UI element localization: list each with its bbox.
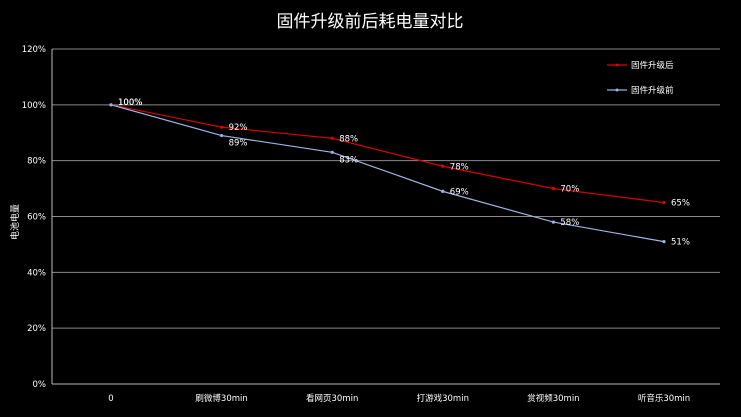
data-label: 65% [671, 199, 690, 209]
y-tick-label: 20% [27, 324, 46, 334]
x-tick-label: 赏视频30min [527, 393, 579, 404]
series-lines [109, 103, 666, 244]
y-axis-label: 电池电量 [9, 204, 21, 240]
data-labels: 100%92%88%78%70%65%100%89%83%69%58%51% [118, 98, 690, 248]
y-axis-ticks: 0% 20% 40% 60% 80% 100% 120% [22, 45, 46, 390]
data-label: 78% [450, 162, 469, 172]
y-tick-label: 100% [22, 101, 46, 111]
y-tick-label: 0% [33, 380, 47, 390]
data-label: 100% [118, 98, 142, 108]
y-tick-label: 80% [27, 157, 46, 167]
data-label: 92% [229, 123, 248, 133]
data-point [662, 200, 666, 205]
x-tick-label: 看网页30min [306, 393, 358, 404]
data-label: 58% [560, 218, 579, 228]
data-label: 51% [671, 238, 690, 248]
x-tick-label: 0 [108, 394, 113, 404]
data-point [551, 220, 556, 224]
data-label: 89% [229, 139, 248, 149]
series-line [110, 104, 665, 204]
y-tick-label: 40% [27, 268, 46, 278]
data-point [441, 164, 445, 168]
data-label: 83% [339, 155, 358, 165]
data-point [662, 240, 666, 244]
x-tick-label: 听音乐30min [638, 393, 690, 404]
data-point [330, 136, 334, 140]
x-axis-ticks: 0 刷微博30min 看网页30min 打游戏30min 赏视频30min 听音乐30mi… [108, 393, 690, 404]
legend-marker [615, 63, 619, 67]
y-tick-label: 120% [22, 45, 46, 55]
legend-entry: 固件升级前 [631, 85, 674, 96]
data-point [109, 103, 113, 107]
legend-marker [615, 88, 619, 92]
data-point [220, 125, 224, 129]
data-point [441, 189, 445, 193]
x-tick-label: 刷微博30min [195, 393, 247, 404]
data-label: 88% [339, 134, 358, 144]
series-line [110, 104, 665, 243]
data-point [330, 150, 334, 154]
gridlines [51, 48, 720, 385]
data-label: 100% [118, 98, 142, 108]
data-point [551, 186, 556, 191]
legend-entry: 固件升级后 [631, 60, 674, 71]
data-point [220, 133, 224, 138]
y-tick-label: 60% [27, 213, 46, 223]
data-label: 70% [560, 185, 579, 195]
x-tick-label: 打游戏30min [417, 393, 469, 404]
chart-title: 固件升级前后耗电量对比 [277, 12, 464, 32]
data-label: 69% [450, 187, 469, 197]
